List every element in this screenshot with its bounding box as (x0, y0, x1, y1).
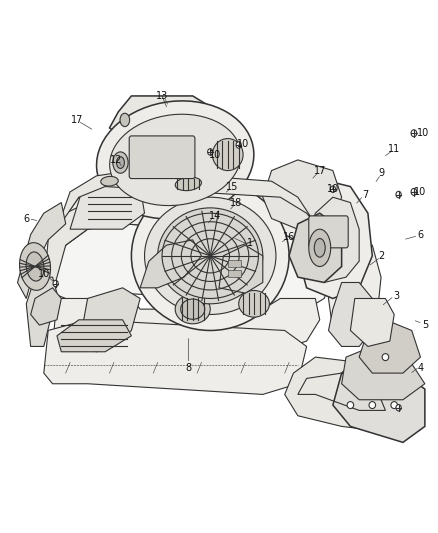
Ellipse shape (314, 239, 325, 257)
Text: 13: 13 (156, 91, 168, 101)
Text: 14: 14 (208, 211, 221, 221)
Polygon shape (328, 282, 372, 346)
Text: 11: 11 (388, 144, 400, 154)
Polygon shape (44, 320, 307, 394)
Ellipse shape (239, 290, 269, 317)
Ellipse shape (208, 149, 213, 155)
Ellipse shape (175, 294, 210, 324)
Text: 15: 15 (226, 182, 238, 191)
Ellipse shape (145, 197, 276, 314)
Ellipse shape (101, 176, 118, 186)
Text: 3: 3 (393, 291, 399, 301)
FancyBboxPatch shape (129, 136, 195, 179)
Text: 5: 5 (422, 320, 428, 330)
Ellipse shape (180, 299, 205, 319)
Polygon shape (57, 320, 131, 352)
Bar (228, 260, 241, 266)
Polygon shape (289, 213, 342, 282)
Polygon shape (110, 96, 219, 144)
Polygon shape (333, 357, 425, 442)
Text: 2: 2 (378, 251, 384, 261)
Polygon shape (18, 203, 66, 298)
Ellipse shape (396, 191, 401, 198)
Text: 10: 10 (208, 150, 221, 159)
Ellipse shape (330, 186, 336, 192)
Polygon shape (57, 187, 324, 251)
Text: 10: 10 (38, 270, 50, 279)
Text: 10: 10 (237, 139, 249, 149)
Polygon shape (26, 277, 57, 346)
Ellipse shape (396, 405, 401, 411)
Text: 6: 6 (23, 214, 29, 223)
Polygon shape (44, 203, 96, 293)
Ellipse shape (120, 114, 130, 127)
Ellipse shape (309, 229, 331, 266)
Ellipse shape (117, 157, 124, 168)
Ellipse shape (53, 280, 58, 287)
Ellipse shape (391, 402, 398, 408)
Text: 8: 8 (185, 363, 191, 373)
Ellipse shape (113, 152, 128, 173)
Polygon shape (307, 197, 359, 282)
Text: 9: 9 (378, 168, 384, 178)
Ellipse shape (158, 208, 263, 304)
Text: 1: 1 (247, 238, 253, 247)
Ellipse shape (110, 114, 241, 206)
Text: 10: 10 (327, 184, 339, 194)
Polygon shape (359, 320, 420, 373)
Text: 18: 18 (230, 198, 243, 207)
Text: 6: 6 (417, 230, 424, 239)
Text: 10: 10 (414, 187, 427, 197)
Polygon shape (140, 240, 201, 288)
Polygon shape (298, 181, 372, 298)
Text: 17: 17 (314, 166, 326, 175)
Ellipse shape (411, 189, 417, 195)
Ellipse shape (20, 243, 50, 290)
Ellipse shape (26, 252, 44, 281)
Polygon shape (219, 245, 263, 293)
Text: 7: 7 (363, 190, 369, 199)
Ellipse shape (96, 101, 254, 219)
Text: 12: 12 (110, 155, 122, 165)
Ellipse shape (131, 181, 289, 330)
Polygon shape (31, 288, 61, 325)
Polygon shape (53, 298, 320, 357)
Text: 16: 16 (283, 232, 295, 242)
Ellipse shape (347, 402, 354, 408)
Text: 17: 17 (71, 115, 83, 125)
Ellipse shape (236, 142, 241, 148)
Ellipse shape (212, 139, 243, 171)
Polygon shape (79, 288, 140, 352)
Ellipse shape (382, 354, 389, 360)
Polygon shape (328, 235, 381, 336)
Polygon shape (350, 298, 394, 346)
Polygon shape (57, 171, 315, 229)
Polygon shape (263, 160, 342, 229)
Ellipse shape (411, 130, 417, 136)
Polygon shape (70, 176, 145, 229)
Polygon shape (285, 357, 403, 432)
Ellipse shape (175, 177, 201, 191)
Ellipse shape (369, 402, 376, 408)
Bar (228, 270, 241, 277)
Text: 4: 4 (417, 363, 424, 373)
Text: 10: 10 (417, 128, 429, 138)
FancyBboxPatch shape (309, 216, 348, 248)
Polygon shape (342, 346, 425, 400)
Polygon shape (48, 224, 333, 309)
